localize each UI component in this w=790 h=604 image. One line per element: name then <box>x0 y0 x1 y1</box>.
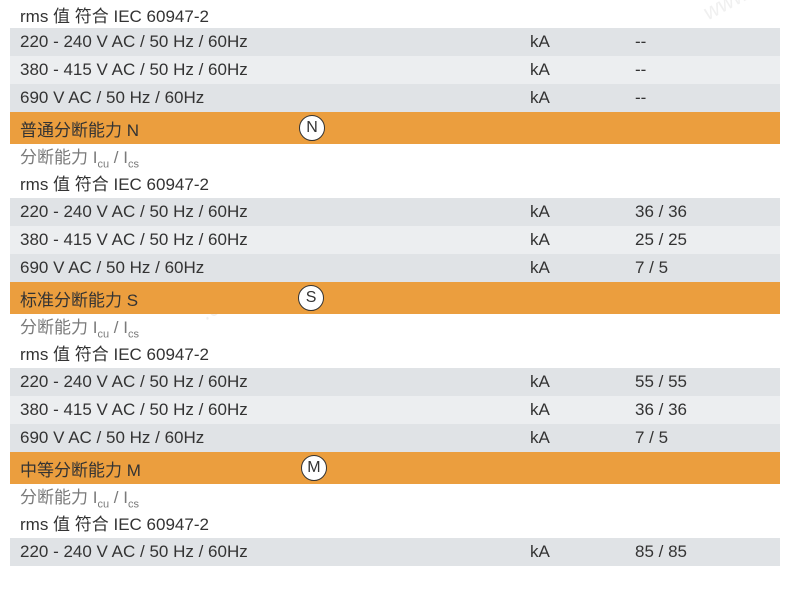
sub-script: cu <box>97 498 109 510</box>
sub-text: / I <box>109 488 128 507</box>
row-label: 380 - 415 V AC / 50 Hz / 60Hz <box>20 400 530 420</box>
section-header-m: 中等分断能力 M M <box>10 452 780 484</box>
data-row: 220 - 240 V AC / 50 Hz / 60Hz kA 55 / 55 <box>10 368 780 396</box>
row-unit: kA <box>530 542 635 562</box>
section-title: 普通分断能力 N <box>20 116 139 141</box>
row-label: 690 V AC / 50 Hz / 60Hz <box>20 258 530 278</box>
row-value: -- <box>635 32 775 52</box>
section-title: 中等分断能力 M <box>20 456 141 481</box>
row-unit: kA <box>530 428 635 448</box>
data-row: 220 - 240 V AC / 50 Hz / 60Hz kA 85 / 85 <box>10 538 780 566</box>
sub-text: / I <box>109 148 128 167</box>
sub-line-1: 分断能力 Icu / Ics <box>20 486 139 513</box>
sub-script: cu <box>97 158 109 170</box>
intro-rms-row: rms 值 符合 IEC 60947-2 <box>10 0 780 28</box>
section-title: 标准分断能力 S <box>20 286 138 311</box>
sub-line-2: rms 值 符合 IEC 60947-2 <box>20 513 209 537</box>
row-label: 220 - 240 V AC / 50 Hz / 60Hz <box>20 202 530 222</box>
sub-script: cu <box>97 328 109 340</box>
section-subheader: 分断能力 Icu / Ics rms 值 符合 IEC 60947-2 <box>10 484 780 538</box>
sub-script: cs <box>128 498 139 510</box>
sub-line-2: rms 值 符合 IEC 60947-2 <box>20 173 209 197</box>
sub-line-1: 分断能力 Icu / Ics <box>20 146 139 173</box>
row-label: 220 - 240 V AC / 50 Hz / 60Hz <box>20 372 530 392</box>
row-value: 85 / 85 <box>635 542 775 562</box>
sub-script: cs <box>128 158 139 170</box>
row-value: -- <box>635 60 775 80</box>
row-value: 7 / 5 <box>635 258 775 278</box>
row-unit: kA <box>530 60 635 80</box>
section-badge-icon: M <box>301 455 327 481</box>
row-unit: kA <box>530 372 635 392</box>
data-row: 690 V AC / 50 Hz / 60Hz kA 7 / 5 <box>10 424 780 452</box>
spec-table: www .com rms 值 符合 IEC 60947-2 220 - 240 … <box>0 0 790 566</box>
section-badge-icon: N <box>299 115 325 141</box>
row-unit: kA <box>530 230 635 250</box>
data-row: 690 V AC / 50 Hz / 60Hz kA 7 / 5 <box>10 254 780 282</box>
intro-rms-label: rms 值 符合 IEC 60947-2 <box>20 2 530 27</box>
sub-line-2: rms 值 符合 IEC 60947-2 <box>20 343 209 367</box>
sub-text: 分断能力 I <box>20 488 97 507</box>
sub-text: / I <box>109 318 128 337</box>
row-unit: kA <box>530 258 635 278</box>
data-row: 380 - 415 V AC / 50 Hz / 60Hz kA 36 / 36 <box>10 396 780 424</box>
row-value: 25 / 25 <box>635 230 775 250</box>
row-unit: kA <box>530 88 635 108</box>
row-value: 55 / 55 <box>635 372 775 392</box>
row-value: -- <box>635 88 775 108</box>
row-label: 690 V AC / 50 Hz / 60Hz <box>20 88 530 108</box>
row-label: 220 - 240 V AC / 50 Hz / 60Hz <box>20 32 530 52</box>
row-label: 380 - 415 V AC / 50 Hz / 60Hz <box>20 230 530 250</box>
row-unit: kA <box>530 32 635 52</box>
row-value: 36 / 36 <box>635 400 775 420</box>
data-row: 220 - 240 V AC / 50 Hz / 60Hz kA -- <box>10 28 780 56</box>
sub-line-1: 分断能力 Icu / Ics <box>20 316 139 343</box>
row-value: 7 / 5 <box>635 428 775 448</box>
data-row: 380 - 415 V AC / 50 Hz / 60Hz kA -- <box>10 56 780 84</box>
row-label: 690 V AC / 50 Hz / 60Hz <box>20 428 530 448</box>
row-value: 36 / 36 <box>635 202 775 222</box>
row-label: 220 - 240 V AC / 50 Hz / 60Hz <box>20 542 530 562</box>
data-row: 380 - 415 V AC / 50 Hz / 60Hz kA 25 / 25 <box>10 226 780 254</box>
sub-script: cs <box>128 328 139 340</box>
row-unit: kA <box>530 400 635 420</box>
row-unit: kA <box>530 202 635 222</box>
sub-text: 分断能力 I <box>20 148 97 167</box>
section-subheader: 分断能力 Icu / Ics rms 值 符合 IEC 60947-2 <box>10 144 780 198</box>
section-header-s: 标准分断能力 S S <box>10 282 780 314</box>
data-row: 220 - 240 V AC / 50 Hz / 60Hz kA 36 / 36 <box>10 198 780 226</box>
data-row: 690 V AC / 50 Hz / 60Hz kA -- <box>10 84 780 112</box>
section-badge-icon: S <box>298 285 324 311</box>
section-header-n: 普通分断能力 N N <box>10 112 780 144</box>
row-label: 380 - 415 V AC / 50 Hz / 60Hz <box>20 60 530 80</box>
section-subheader: 分断能力 Icu / Ics rms 值 符合 IEC 60947-2 <box>10 314 780 368</box>
sub-text: 分断能力 I <box>20 318 97 337</box>
